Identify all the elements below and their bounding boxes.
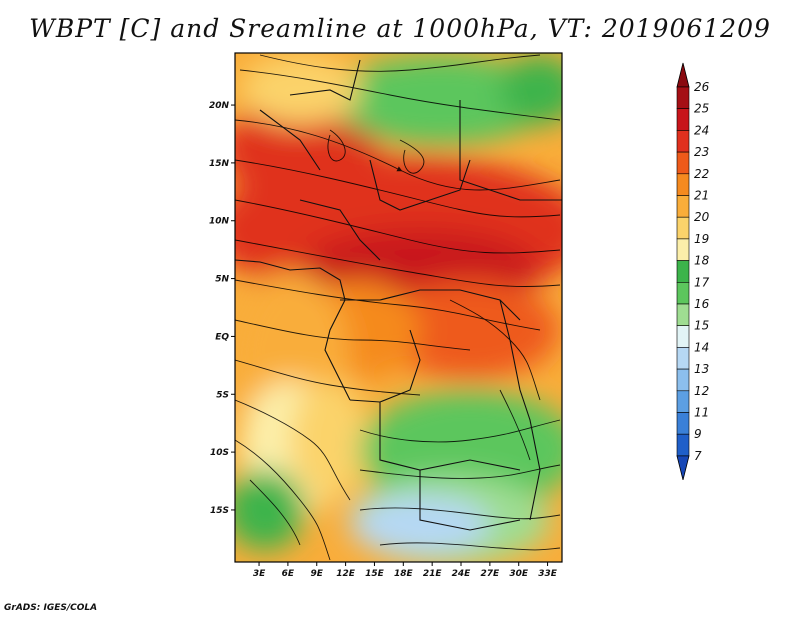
lat-tick-label: 15S [210, 506, 229, 516]
colorbar-swatch [676, 260, 690, 283]
colorbar-label: 14 [694, 340, 709, 354]
colorbar-swatch [676, 368, 690, 392]
colorbar-label: 20 [694, 210, 710, 224]
colorbar-label: 16 [694, 297, 710, 311]
colorbar-label: 7 [694, 449, 702, 463]
lon-tick-label: 33E [538, 569, 558, 579]
colorbar-swatch [676, 195, 690, 218]
colorbar-label: 23 [694, 145, 709, 159]
colorbar-label: 15 [694, 319, 709, 333]
colorbar-label: 19 [694, 232, 709, 246]
lat-tick-label: EQ [215, 332, 229, 342]
grads-credit: GrADS: IGES/COLA [4, 603, 98, 613]
lat-tick-label: 10N [209, 217, 230, 227]
colorbar-label: 12 [694, 384, 709, 398]
map-frame [234, 52, 563, 563]
colorbar-label: 18 [694, 254, 710, 268]
colorbar-swatch [676, 216, 690, 240]
lon-tick-label: 18E [394, 569, 414, 579]
lat-tick-label: 20N [209, 101, 230, 111]
lon-tick-label: 30E [509, 569, 529, 579]
longitude-axis: 3E 6E 9E 12E 15E 18E 21E 24E 27E 30E 33E [253, 562, 558, 579]
colorbar-label: 21 [694, 189, 709, 203]
colorbar-swatch [676, 238, 690, 261]
colorbar-top-arrow [676, 62, 690, 88]
colorbar-swatch [676, 433, 690, 457]
colorbar-swatch [676, 303, 690, 327]
lon-tick-label: 12E [336, 569, 356, 579]
colorbar-swatch [676, 325, 690, 348]
country-borders [235, 59, 562, 531]
colorbar-swatch [676, 173, 690, 196]
lat-tick-label: 15N [209, 159, 230, 169]
colorbar-label: 11 [694, 406, 709, 420]
latitude-axis: 20N 15N 10N 5N EQ 5S 10S 15S [209, 101, 235, 516]
colorbar-label: 24 [694, 123, 709, 137]
lon-tick-label: 27E [481, 569, 501, 579]
colorbar-label: 13 [694, 362, 709, 376]
lon-tick-label: 21E [423, 569, 443, 579]
colorbar-label: 22 [694, 167, 709, 181]
colorbar-bottom-arrow [676, 455, 690, 480]
lon-tick-label: 9E [311, 569, 324, 579]
colorbar-label: 25 [694, 102, 709, 116]
temperature-field [235, 55, 562, 562]
colorbar-swatch [676, 412, 690, 435]
lon-tick-label: 3E [253, 569, 266, 579]
map-panel: 20N 15N 10N 5N EQ 5S 10S 15S 3E 6E 9E 12E 15E 18E 21E… [209, 52, 563, 579]
colorbar-label: 17 [694, 275, 710, 289]
colorbar-swatch [676, 347, 690, 370]
colorbar: 26 25 24 23 22 21 20 19 18 17 16 15 14 13 12 11 9 7 [676, 62, 710, 480]
colorbar-swatch [676, 108, 690, 131]
lat-tick-label: 5S [216, 390, 229, 400]
lon-tick-label: 24E [452, 569, 472, 579]
colorbar-swatch [676, 281, 690, 305]
colorbar-swatch [676, 390, 690, 413]
chart-title: WBPT [C] and Sreamline at 1000hPa, VT: 2… [29, 14, 771, 43]
colorbar-swatch [676, 86, 690, 110]
colorbar-swatch [676, 130, 690, 153]
colorbar-swatch [676, 151, 690, 175]
colorbar-label: 26 [694, 80, 710, 94]
lat-tick-label: 10S [210, 448, 229, 458]
colorbar-label: 9 [694, 427, 702, 441]
lat-tick-label: 5N [215, 275, 229, 285]
lon-tick-label: 6E [282, 569, 295, 579]
streamlines [235, 54, 561, 561]
lon-tick-label: 15E [365, 569, 385, 579]
